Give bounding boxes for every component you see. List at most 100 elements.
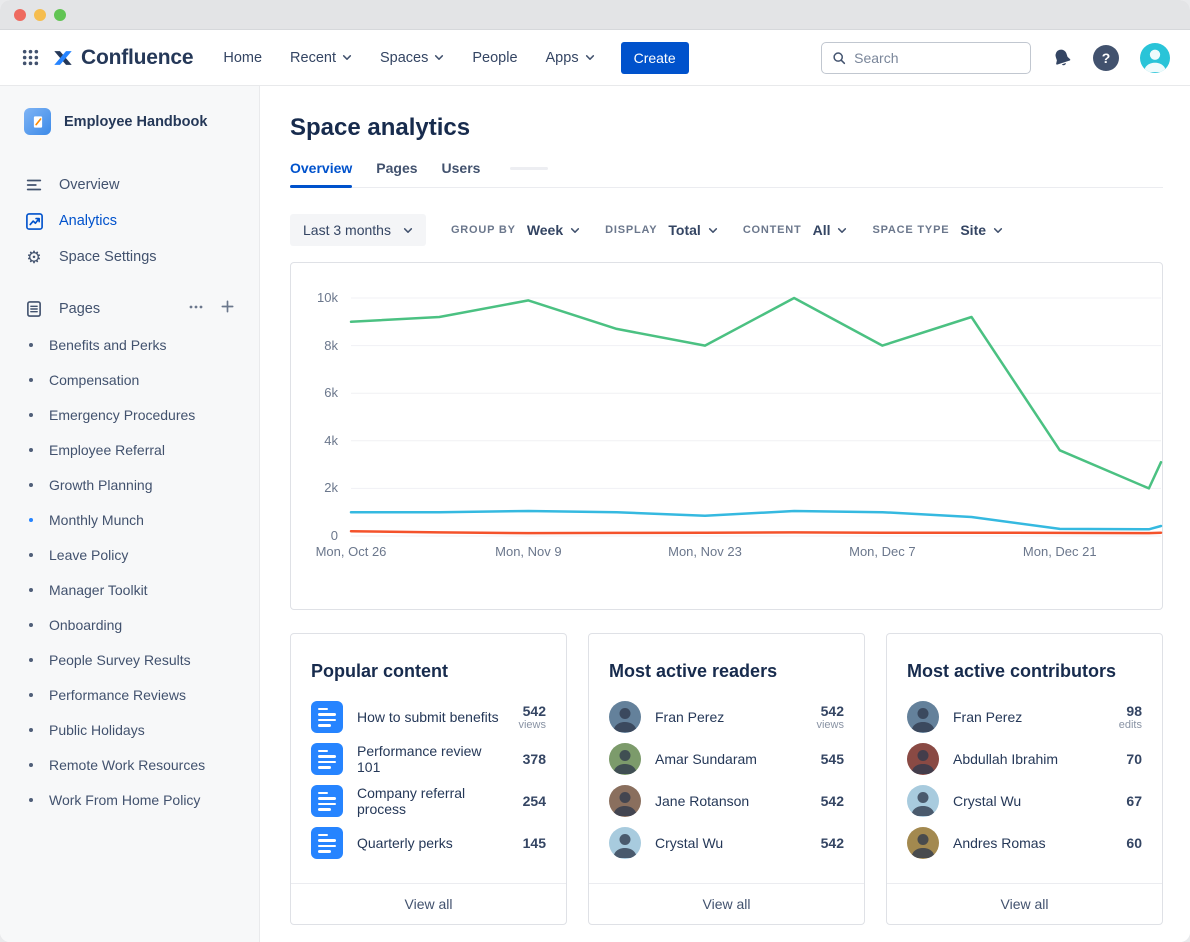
confluence-logo-icon	[54, 50, 72, 65]
space-type-dropdown[interactable]: Site	[960, 222, 1003, 238]
avatar	[907, 785, 939, 817]
user-name: Fran Perez	[953, 709, 1023, 725]
pages-title: Pages	[59, 301, 101, 317]
bullet-icon	[29, 412, 33, 417]
view-all-button[interactable]: View all	[887, 883, 1162, 924]
content-value: 145	[522, 834, 546, 851]
pages-more-icon[interactable]	[188, 299, 204, 320]
close-window-button[interactable]	[14, 8, 26, 21]
nav-item-people[interactable]: People	[472, 49, 518, 66]
content-title: Company referral process	[357, 785, 466, 817]
sidebar-page-item[interactable]: Leave Policy	[24, 537, 259, 572]
tab-users[interactable]: Users	[441, 160, 481, 176]
user-name: Amar Sundaram	[655, 751, 757, 767]
minimize-window-button[interactable]	[34, 8, 46, 21]
pages-icon	[24, 300, 44, 318]
sidebar-page-item[interactable]: Monthly Munch	[24, 502, 259, 537]
confluence-logo[interactable]: Confluence	[52, 46, 194, 70]
create-button[interactable]: Create	[620, 41, 689, 74]
analytics-chart-card: 0 2k 4k 6k 8k 10k Mon, Oct 26 Mon, Nov 9 Mon, N…	[290, 262, 1163, 610]
sidebar-page-item[interactable]: Employee Referral	[24, 432, 259, 467]
contributor-row[interactable]: Abdullah Ibrahim 70	[907, 743, 1142, 775]
sidebar-page-item[interactable]: Remote Work Resources	[24, 747, 259, 782]
group-by-label: GROUP BY	[450, 224, 516, 236]
popular-content-row[interactable]: Company referral process 254	[311, 785, 546, 817]
view-all-button[interactable]: View all	[589, 883, 864, 924]
app-switcher-icon[interactable]	[16, 44, 44, 72]
sidebar-page-item[interactable]: Performance Reviews	[24, 677, 259, 712]
sidebar-page-item[interactable]: Manager Toolkit	[24, 572, 259, 607]
zoom-window-button[interactable]	[54, 8, 66, 21]
content-value: 254	[522, 792, 546, 809]
tab-pages[interactable]: Pages	[376, 160, 418, 176]
reader-row[interactable]: Jane Rotanson 542	[609, 785, 844, 817]
sidebar-page-item[interactable]: Growth Planning	[24, 467, 259, 502]
y-axis-label: 8k	[324, 337, 338, 353]
x-axis-label: Mon, Nov 9	[495, 544, 562, 559]
sidebar-page-item[interactable]: Emergency Procedures	[24, 397, 259, 432]
chevron-down-icon	[342, 55, 352, 60]
chart-y-axis: 0 2k 4k 6k 8k 10k	[291, 283, 351, 543]
card-title: Popular content	[311, 661, 449, 681]
sidebar-page-item[interactable]: Work From Home Policy	[24, 782, 259, 817]
sidebar-item-space-settings[interactable]: ⚙ Space Settings	[24, 239, 259, 275]
analytics-tabs: Overview Pages Users	[290, 160, 1163, 188]
user-value: 98	[1126, 702, 1142, 719]
space-type-label: SPACE TYPE	[872, 224, 950, 236]
add-page-icon[interactable]	[220, 299, 235, 319]
tab-loading-skeleton	[510, 167, 549, 170]
notifications-icon[interactable]	[1052, 48, 1072, 68]
sidebar-page-item[interactable]: Benefits and Perks	[24, 327, 259, 362]
reader-row[interactable]: Fran Perez 542 views	[609, 701, 844, 733]
display-dropdown[interactable]: Total	[668, 222, 717, 238]
user-avatar[interactable]	[1140, 42, 1170, 73]
nav-item-home[interactable]: Home	[223, 49, 263, 66]
nav-item-recent[interactable]: Recent	[290, 50, 352, 66]
contributor-row[interactable]: Andres Romas 60	[907, 827, 1142, 859]
date-range-dropdown[interactable]: Last 3 months	[290, 214, 426, 246]
sidebar-page-item[interactable]: Public Holidays	[24, 712, 259, 747]
main-content: Space analytics Overview Pages Users Las…	[260, 86, 1190, 942]
avatar	[907, 827, 939, 859]
sidebar-page-item[interactable]: Onboarding	[24, 607, 259, 642]
contributor-row[interactable]: Fran Perez 98 edits	[907, 701, 1142, 733]
avatar	[609, 827, 641, 859]
reader-row[interactable]: Crystal Wu 542	[609, 827, 844, 859]
card-title: Most active readers	[609, 661, 778, 681]
user-value: 545	[820, 750, 844, 767]
bullet-icon	[29, 727, 33, 732]
content-dropdown[interactable]: All	[813, 222, 848, 238]
avatar	[907, 743, 939, 775]
bullet-icon	[29, 482, 33, 487]
most-active-contributors-card: Most active contributors Fran Perez 98 ed…	[886, 633, 1163, 925]
user-value: 70	[1126, 750, 1142, 767]
avatar	[609, 701, 641, 733]
sidebar-item-analytics[interactable]: Analytics	[24, 203, 259, 239]
popular-content-row[interactable]: How to submit benefits 542 views	[311, 701, 546, 733]
group-by-dropdown[interactable]: Week	[527, 222, 580, 238]
chevron-down-icon	[993, 227, 1003, 233]
sidebar-page-item[interactable]: Compensation	[24, 362, 259, 397]
y-axis-label: 0	[330, 528, 338, 543]
nav-item-apps[interactable]: Apps	[546, 50, 595, 66]
view-all-button[interactable]: View all	[291, 883, 566, 924]
search-box[interactable]	[821, 41, 1031, 74]
x-axis-label: Mon, Nov 23	[668, 544, 742, 559]
x-axis-label: Mon, Oct 26	[315, 544, 387, 559]
popular-content-row[interactable]: Performance review 101 378	[311, 743, 546, 775]
page-doc-icon	[311, 827, 343, 859]
search-input[interactable]	[854, 49, 1020, 66]
nav-item-spaces[interactable]: Spaces	[380, 50, 444, 66]
chevron-down-icon	[435, 55, 444, 60]
reader-row[interactable]: Amar Sundaram 545	[609, 743, 844, 775]
user-value: 542	[820, 792, 844, 809]
user-name: Crystal Wu	[953, 793, 1022, 809]
help-icon[interactable]: ?	[1093, 44, 1119, 71]
sidebar-page-item[interactable]: People Survey Results	[24, 642, 259, 677]
contributor-row[interactable]: Crystal Wu 67	[907, 785, 1142, 817]
sidebar-item-overview[interactable]: Overview	[24, 167, 259, 203]
popular-content-row[interactable]: Quarterly perks 145	[311, 827, 546, 859]
space-header[interactable]: Employee Handbook	[24, 108, 259, 135]
tab-overview[interactable]: Overview	[290, 160, 353, 188]
